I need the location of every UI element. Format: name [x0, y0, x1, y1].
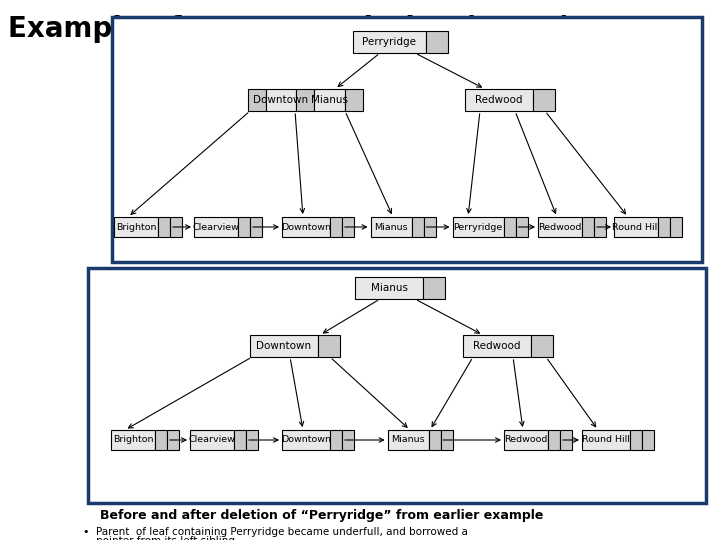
Bar [238, 217, 250, 237]
Text: Perryridge: Perryridge [362, 37, 416, 47]
Text: Example of B+-tree Deletion (Cont.): Example of B+-tree Deletion (Cont.) [8, 15, 572, 43]
Text: Round Hill: Round Hill [582, 435, 630, 444]
Bar [248, 89, 266, 111]
Text: Mianus: Mianus [311, 95, 348, 105]
Bar [158, 217, 170, 237]
Bar [428, 430, 441, 450]
Bar [296, 89, 314, 111]
Bar [503, 217, 516, 237]
Bar [266, 89, 296, 111]
Text: Brighton: Brighton [116, 222, 156, 232]
Bar [314, 89, 344, 111]
Bar [250, 217, 262, 237]
Bar [330, 217, 342, 237]
Bar [504, 430, 548, 450]
Bar [560, 430, 572, 450]
Bar [594, 217, 606, 237]
Text: Redwood: Redwood [473, 341, 521, 351]
Bar [330, 430, 342, 450]
Text: Mianus: Mianus [371, 283, 408, 293]
Bar [112, 17, 702, 262]
Bar [88, 268, 706, 503]
Bar [344, 89, 362, 111]
Bar [250, 335, 318, 357]
Bar [658, 217, 670, 237]
Text: Clearview: Clearview [189, 435, 235, 444]
Text: Perryridge: Perryridge [454, 222, 503, 232]
Bar [371, 217, 412, 237]
Bar [531, 335, 553, 357]
Bar [194, 217, 238, 237]
Text: Before and after deletion of “Perryridge” from earlier example: Before and after deletion of “Perryridge… [100, 509, 544, 522]
Bar [441, 430, 452, 450]
Bar [318, 335, 340, 357]
Bar [170, 217, 182, 237]
Bar [114, 217, 158, 237]
Text: Downtown: Downtown [256, 341, 312, 351]
Text: Parent  of leaf containing Perryridge became underfull, and borrowed a: Parent of leaf containing Perryridge bec… [96, 527, 468, 537]
Text: Downtown: Downtown [281, 222, 331, 232]
Bar [355, 277, 423, 299]
Bar [548, 430, 560, 450]
Bar [282, 430, 330, 450]
Bar [538, 217, 582, 237]
Bar [234, 430, 246, 450]
Bar [463, 335, 531, 357]
Bar [342, 430, 354, 450]
Bar [155, 430, 167, 450]
Text: Round Hill: Round Hill [612, 222, 660, 232]
Bar [670, 217, 682, 237]
Bar [282, 217, 330, 237]
Bar [630, 430, 642, 450]
Bar [387, 430, 428, 450]
Bar [582, 430, 630, 450]
Bar [111, 430, 155, 450]
Text: •: • [82, 527, 89, 537]
Bar [452, 217, 503, 237]
Bar [642, 430, 654, 450]
Bar [342, 217, 354, 237]
Bar [614, 217, 658, 237]
Bar [412, 217, 423, 237]
Bar [582, 217, 594, 237]
Bar [423, 217, 436, 237]
Bar [190, 430, 234, 450]
Bar [533, 89, 555, 111]
Text: Redwood: Redwood [539, 222, 582, 232]
Bar [516, 217, 528, 237]
Text: Redwood: Redwood [475, 95, 523, 105]
Text: Clearview: Clearview [192, 222, 240, 232]
Bar [426, 31, 448, 53]
Text: Brighton: Brighton [113, 435, 153, 444]
Text: Downtown: Downtown [253, 95, 308, 105]
Bar [423, 277, 445, 299]
Text: Mianus: Mianus [391, 435, 425, 444]
Bar [353, 31, 426, 53]
Bar [465, 89, 533, 111]
Text: Redwood: Redwood [504, 435, 548, 444]
Text: pointer from its left sibling: pointer from its left sibling [96, 536, 235, 540]
Bar [167, 430, 179, 450]
Text: Mianus: Mianus [374, 222, 408, 232]
Bar [246, 430, 258, 450]
Text: Downtown: Downtown [281, 435, 331, 444]
